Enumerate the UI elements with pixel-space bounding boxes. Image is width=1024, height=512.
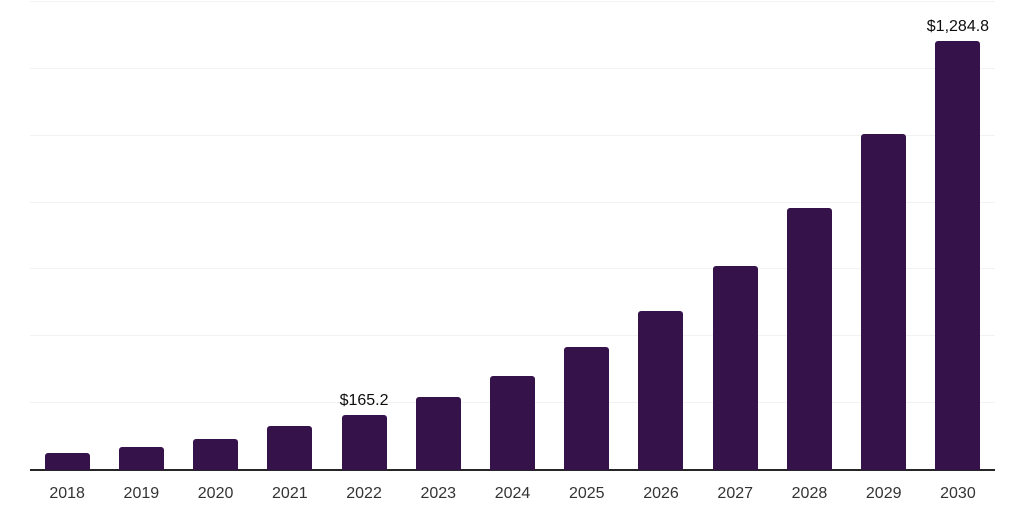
bar-slot-2020	[178, 2, 252, 470]
bar-2025[interactable]	[564, 347, 610, 470]
gridline-1200	[30, 67, 995, 69]
bar-2026[interactable]	[638, 310, 684, 470]
bar-slot-2025	[550, 2, 624, 470]
x-tick-label-2023: 2023	[420, 485, 457, 502]
gridline-1000	[30, 134, 995, 136]
bar-slot-2030: $1,284.8	[921, 2, 995, 470]
bar-2029[interactable]	[861, 134, 907, 470]
x-tick-label-2025: 2025	[568, 485, 605, 502]
value-label-2030: $1,284.8	[926, 17, 990, 35]
bar-2023[interactable]	[415, 397, 461, 470]
bar-slot-2029	[847, 2, 921, 470]
bar-slot-2027	[698, 2, 772, 470]
x-tick-label-2029: 2029	[865, 485, 902, 502]
plot-area: $165.2 $1,284.8	[30, 1, 995, 471]
x-tick-label-2028: 2028	[791, 485, 828, 502]
bar-2019[interactable]	[118, 447, 164, 470]
x-axis-labels: 2018 2019 2020 2021 2022 2023 2024 2025 2026 2027…	[30, 484, 995, 503]
gridline-600	[30, 268, 995, 270]
x-tick-label-2018: 2018	[49, 485, 85, 502]
bar-2018[interactable]	[44, 452, 90, 470]
gridline-400	[30, 335, 995, 337]
value-label-2022: $165.2	[339, 391, 389, 409]
bar-2030[interactable]	[935, 40, 981, 470]
gridline-1400	[30, 1, 995, 2]
bar-slot-2019	[104, 2, 178, 470]
bar-slot-2021	[253, 2, 327, 470]
x-tick-label-2027: 2027	[717, 485, 754, 502]
bar-2021[interactable]	[267, 426, 313, 470]
bar-slot-2018	[30, 2, 104, 470]
bar-2028[interactable]	[786, 208, 832, 470]
x-tick-label-2026: 2026	[643, 485, 679, 502]
x-tick-label-2022: 2022	[346, 485, 382, 502]
x-tick-label-2024: 2024	[494, 485, 531, 502]
bar-slot-2028	[772, 2, 846, 470]
bar-2020[interactable]	[193, 438, 239, 470]
bar-2027[interactable]	[712, 266, 758, 470]
x-tick-label-2021: 2021	[272, 485, 308, 502]
bar-2022[interactable]	[341, 414, 387, 470]
bar-slot-2022: $165.2	[327, 2, 401, 470]
bar-2024[interactable]	[490, 376, 536, 470]
x-tick-label-2019: 2019	[123, 485, 160, 502]
gridline-800	[30, 201, 995, 203]
bars-container: $165.2 $1,284.8	[30, 2, 995, 470]
bar-slot-2023	[401, 2, 475, 470]
x-tick-label-2020: 2020	[197, 485, 234, 502]
bar-slot-2026	[624, 2, 698, 470]
x-tick-label-2030: 2030	[940, 485, 976, 502]
x-axis-line	[30, 469, 995, 471]
bar-slot-2024	[475, 2, 549, 470]
